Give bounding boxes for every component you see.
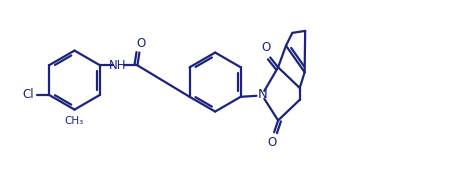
Text: Cl: Cl: [22, 88, 34, 101]
Text: CH₃: CH₃: [65, 116, 84, 126]
Text: N: N: [257, 88, 267, 101]
Text: O: O: [261, 40, 271, 54]
Text: O: O: [268, 136, 277, 149]
Text: NH: NH: [109, 59, 126, 72]
Text: O: O: [137, 37, 146, 50]
